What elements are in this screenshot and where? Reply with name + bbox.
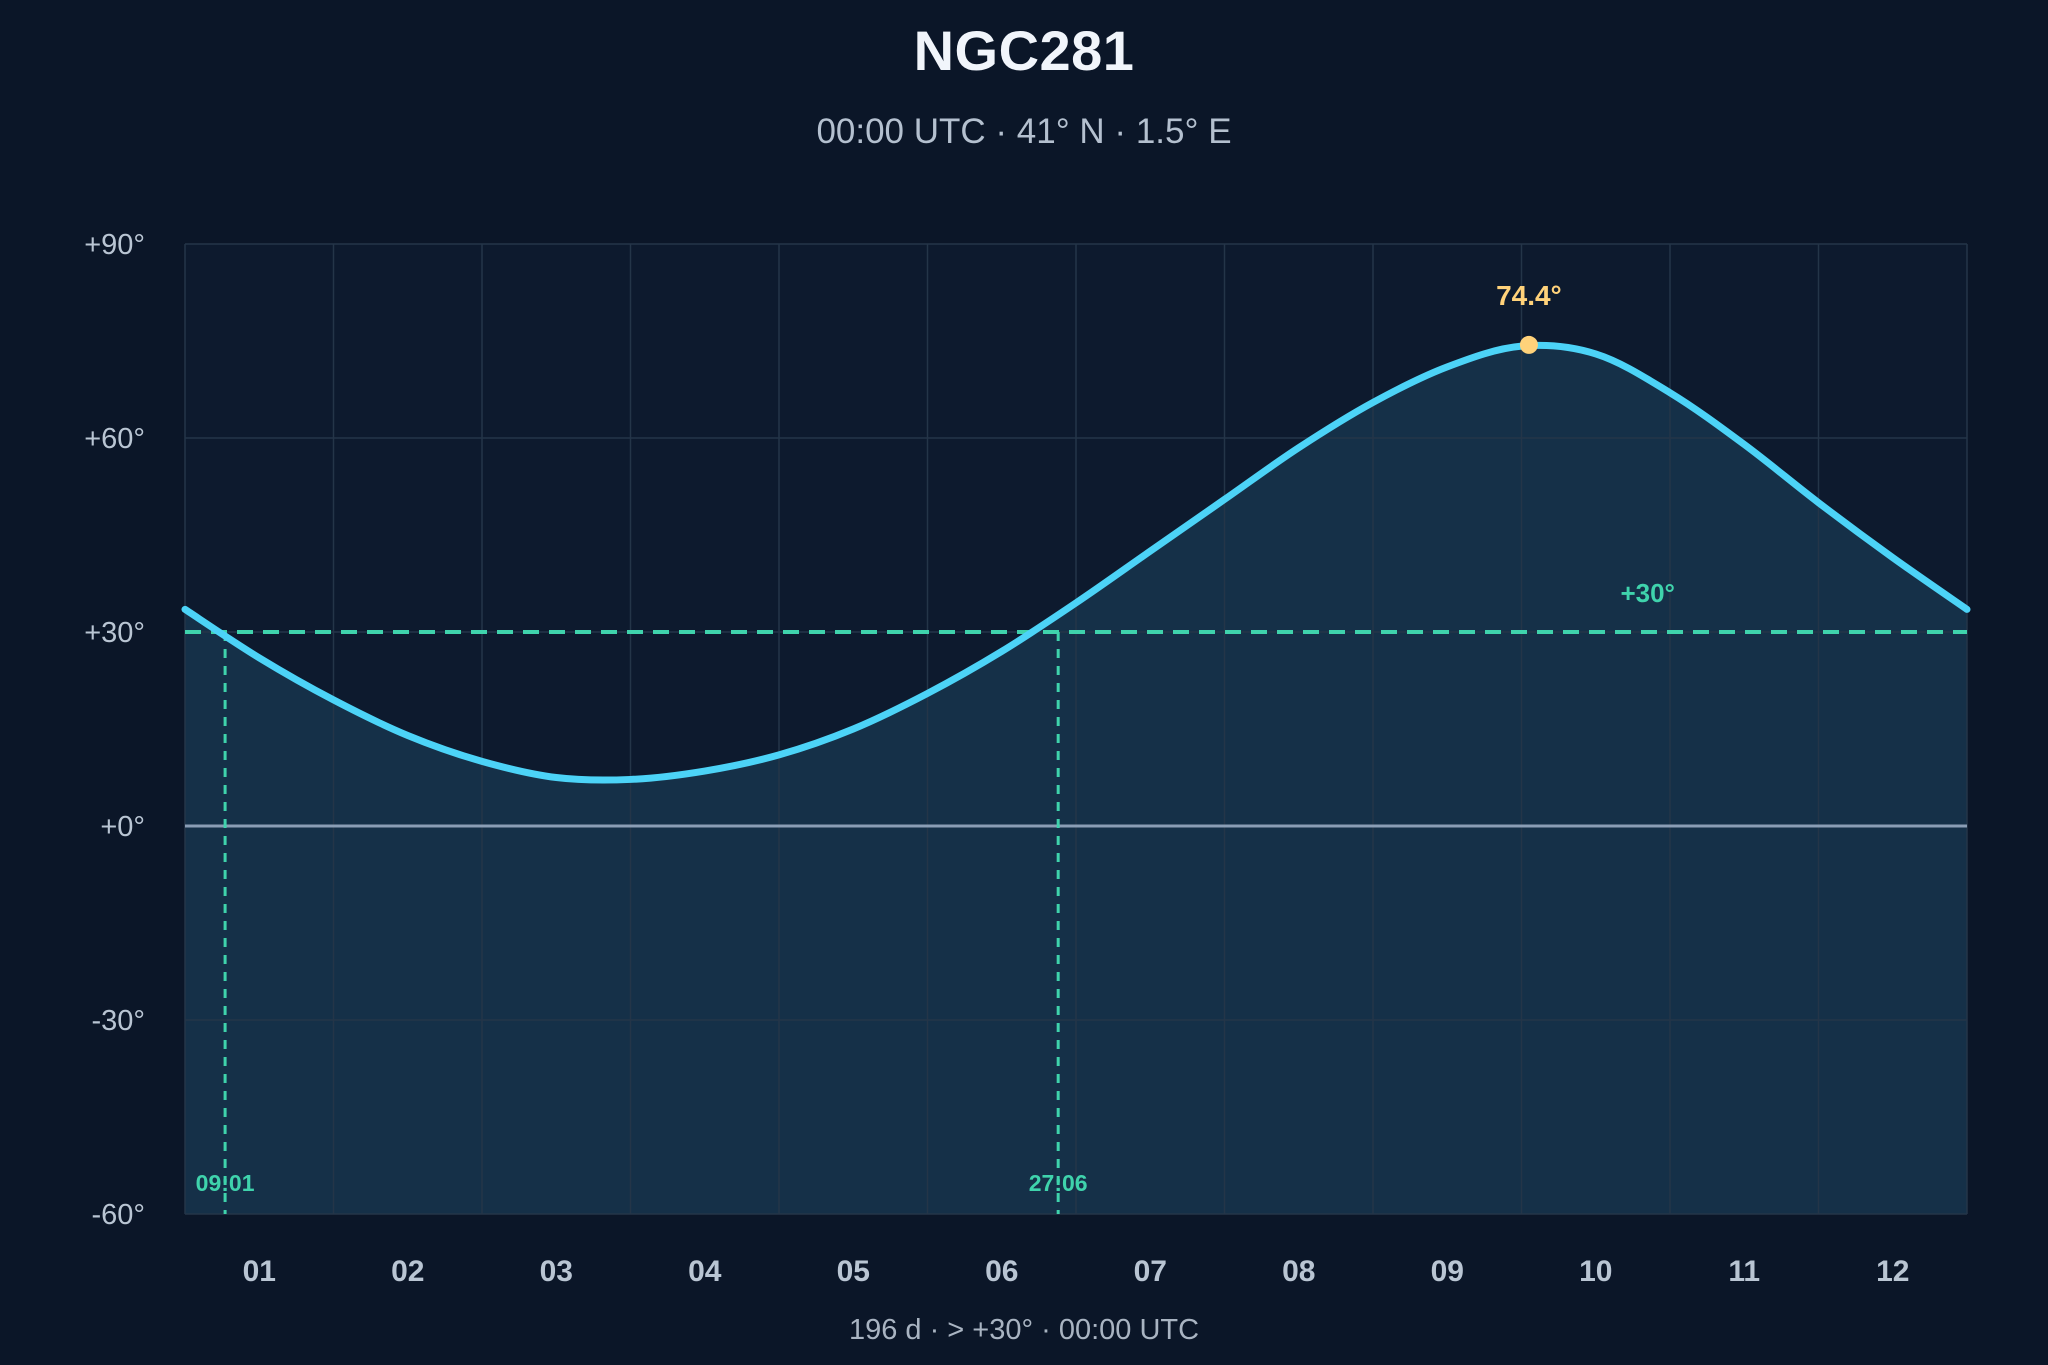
x-tick-label: 02 [391,1255,424,1288]
x-tick-label: 09 [1431,1255,1464,1288]
y-tick-label: +60° [84,423,145,455]
y-tick-label: -30° [91,1005,145,1037]
crossing-label: 27:06 [1029,1170,1088,1196]
x-tick-label: 06 [985,1255,1018,1288]
y-tick-label: +0° [100,811,145,843]
x-tick-label: 10 [1579,1255,1612,1288]
altitude-curve [181,341,1971,784]
x-tick-label: 08 [1282,1255,1315,1288]
x-tick-label: 03 [540,1255,573,1288]
threshold-label: +30° [1620,578,1675,608]
x-tick-label: 04 [688,1255,722,1288]
peak-label: 74.4° [1496,280,1562,311]
crossing-label: 09:01 [196,1170,255,1196]
x-tick-label: 11 [1728,1255,1760,1288]
x-tick-label: 12 [1876,1255,1909,1288]
x-tick-label: 05 [837,1255,870,1288]
peak-marker [1519,335,1538,354]
y-tick-label: +90° [84,229,145,261]
x-tick-label: 01 [243,1255,276,1288]
chart-footer: 196 d · > +30° · 00:00 UTC [848,1314,1200,1346]
x-tick-label: 07 [1134,1255,1167,1288]
y-tick-label: -60° [91,1199,145,1231]
y-tick-label: +30° [84,617,145,649]
chart-subtitle: 00:00 UTC · 41° N · 1.5° E [816,112,1232,151]
chart-title: NGC281 [913,19,1135,82]
